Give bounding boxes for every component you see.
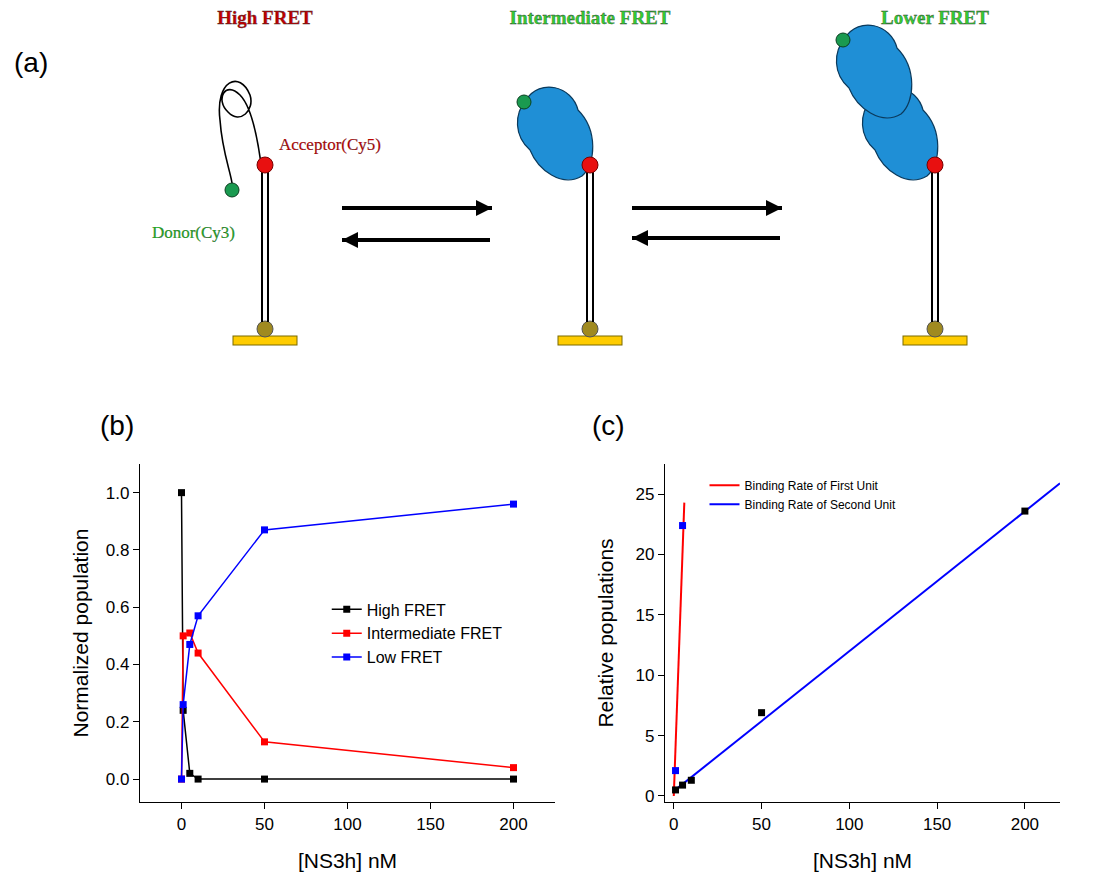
svg-text:Low FRET: Low FRET xyxy=(367,649,443,666)
svg-text:15: 15 xyxy=(635,606,654,625)
svg-text:High FRET: High FRET xyxy=(217,7,313,28)
svg-text:Donor(Cy3): Donor(Cy3) xyxy=(152,223,235,242)
svg-text:0.2: 0.2 xyxy=(106,713,130,732)
svg-text:[NS3h] nM: [NS3h] nM xyxy=(298,849,397,872)
svg-text:20: 20 xyxy=(635,545,654,564)
svg-text:100: 100 xyxy=(835,815,863,834)
svg-text:Intermediate FRET: Intermediate FRET xyxy=(367,625,502,642)
svg-text:200: 200 xyxy=(1011,815,1039,834)
svg-text:0: 0 xyxy=(177,815,186,834)
svg-text:Binding Rate of Second Unit: Binding Rate of Second Unit xyxy=(745,498,896,512)
svg-text:Acceptor(Cy5): Acceptor(Cy5) xyxy=(279,135,381,154)
svg-text:Intermediate FRET: Intermediate FRET xyxy=(510,7,671,28)
svg-text:150: 150 xyxy=(416,815,444,834)
svg-text:0: 0 xyxy=(669,815,678,834)
svg-text:Relative populations: Relative populations xyxy=(594,538,617,727)
svg-text:50: 50 xyxy=(752,815,771,834)
svg-text:(a): (a) xyxy=(14,47,48,78)
svg-text:[NS3h] nM: [NS3h] nM xyxy=(813,849,912,872)
svg-text:Lower FRET: Lower FRET xyxy=(881,7,989,28)
svg-text:High FRET: High FRET xyxy=(367,602,446,619)
svg-text:10: 10 xyxy=(635,666,654,685)
svg-text:Normalized population: Normalized population xyxy=(69,529,92,738)
svg-text:200: 200 xyxy=(499,815,527,834)
svg-text:0.6: 0.6 xyxy=(106,598,130,617)
svg-text:Binding Rate of First Unit: Binding Rate of First Unit xyxy=(745,479,879,493)
svg-text:150: 150 xyxy=(923,815,951,834)
svg-text:0.4: 0.4 xyxy=(106,655,130,674)
svg-text:50: 50 xyxy=(255,815,274,834)
svg-text:0: 0 xyxy=(645,787,654,806)
svg-text:1.0: 1.0 xyxy=(106,484,130,503)
svg-text:25: 25 xyxy=(635,485,654,504)
html-text:(c): (c) xyxy=(592,410,625,441)
svg-text:0.0: 0.0 xyxy=(106,770,130,789)
svg-text:5: 5 xyxy=(645,727,654,746)
svg-text:100: 100 xyxy=(333,815,361,834)
svg-text:0.8: 0.8 xyxy=(106,541,130,560)
html-text:(b): (b) xyxy=(100,410,135,441)
